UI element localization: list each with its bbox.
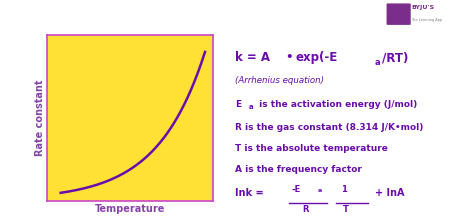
Text: (Arrhenius equation): (Arrhenius equation)	[235, 76, 324, 86]
X-axis label: Temperature: Temperature	[95, 204, 165, 214]
Text: E: E	[235, 100, 241, 109]
Text: T: T	[343, 205, 349, 214]
Text: R: R	[303, 205, 309, 214]
Text: TEMPERATURE DEPENDENCE OF THE RATE CONSTANT: TEMPERATURE DEPENDENCE OF THE RATE CONST…	[7, 9, 342, 19]
Text: 1: 1	[341, 185, 347, 194]
Text: is the activation energy (J/mol): is the activation energy (J/mol)	[256, 100, 417, 109]
Text: -E: -E	[292, 185, 301, 194]
Text: T is the absolute temperature: T is the absolute temperature	[235, 144, 388, 153]
Text: R is the gas constant (8.314 J/K•mol): R is the gas constant (8.314 J/K•mol)	[235, 123, 423, 132]
FancyBboxPatch shape	[387, 4, 410, 24]
Text: k = A: k = A	[235, 51, 270, 64]
Text: + lnA: + lnA	[375, 188, 405, 198]
Text: /RT): /RT)	[382, 51, 408, 64]
Text: •: •	[285, 51, 293, 64]
Text: a: a	[374, 58, 380, 67]
Text: BYJU'S: BYJU'S	[411, 6, 435, 10]
Y-axis label: Rate constant: Rate constant	[35, 80, 45, 156]
Text: a: a	[248, 104, 253, 110]
Text: A is the frequency factor: A is the frequency factor	[235, 165, 362, 174]
Text: exp(-E: exp(-E	[295, 51, 337, 64]
Text: a: a	[318, 188, 322, 193]
Text: lnk =: lnk =	[235, 188, 264, 198]
FancyBboxPatch shape	[382, 2, 474, 26]
Text: The Learning App: The Learning App	[411, 18, 443, 22]
